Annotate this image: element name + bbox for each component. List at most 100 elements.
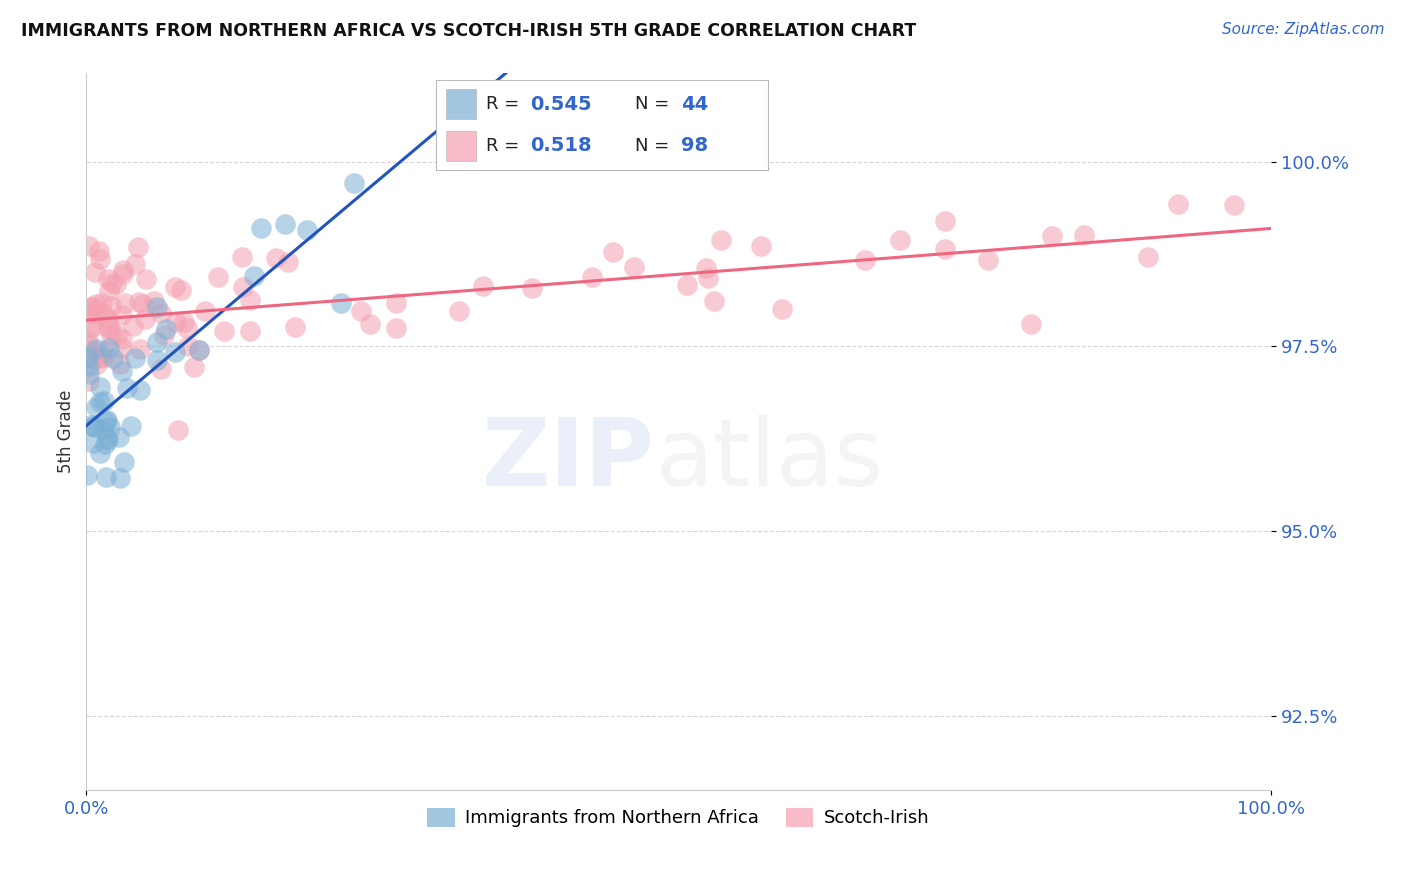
Point — [86, 307, 108, 321]
Point — [447, 303, 470, 318]
Point — [76, 333, 98, 347]
Point — [104, 277, 127, 291]
Point — [170, 283, 193, 297]
Point — [111, 332, 134, 346]
Point — [87, 244, 110, 258]
Point — [163, 279, 186, 293]
Point — [143, 293, 166, 308]
Point — [83, 351, 105, 365]
Point — [124, 257, 146, 271]
Point — [710, 233, 733, 247]
Point — [120, 418, 142, 433]
Point — [86, 357, 108, 371]
Point — [93, 306, 115, 320]
Point — [112, 455, 135, 469]
Point — [284, 320, 307, 334]
Point — [1021, 317, 1043, 331]
Point — [623, 260, 645, 274]
Point — [89, 380, 111, 394]
Point — [239, 324, 262, 338]
Point — [98, 285, 121, 299]
Point — [90, 351, 112, 365]
Point — [239, 293, 262, 308]
Point — [93, 394, 115, 409]
Point — [80, 300, 103, 314]
Point — [111, 364, 134, 378]
Point — [135, 272, 157, 286]
Legend: Immigrants from Northern Africa, Scotch-Irish: Immigrants from Northern Africa, Scotch-… — [420, 801, 938, 835]
Point — [84, 343, 107, 357]
Point — [581, 270, 603, 285]
Point — [79, 300, 101, 314]
Point — [96, 414, 118, 428]
Point — [101, 277, 124, 291]
Point — [770, 301, 793, 316]
Point — [602, 245, 624, 260]
Point — [1040, 229, 1063, 244]
Point — [177, 339, 200, 353]
Point — [127, 240, 149, 254]
Point — [188, 343, 211, 357]
Point — [76, 343, 98, 358]
Point — [77, 367, 100, 381]
Point — [82, 436, 104, 450]
Point — [359, 317, 381, 331]
Point — [165, 344, 187, 359]
Point — [889, 233, 911, 247]
Point — [89, 252, 111, 266]
Point — [114, 296, 136, 310]
Point — [696, 271, 718, 285]
Point — [146, 300, 169, 314]
Point — [1223, 198, 1246, 212]
Point — [212, 324, 235, 338]
Point — [343, 176, 366, 190]
Point — [1167, 197, 1189, 211]
Point — [100, 299, 122, 313]
Point — [111, 263, 134, 277]
Point — [93, 350, 115, 364]
Point — [82, 419, 104, 434]
Point — [121, 318, 143, 333]
Point — [472, 279, 495, 293]
Point — [77, 306, 100, 320]
Point — [853, 252, 876, 267]
Point — [1073, 228, 1095, 243]
Point — [79, 418, 101, 433]
Point — [146, 334, 169, 349]
Y-axis label: 5th Grade: 5th Grade — [58, 390, 75, 473]
Point — [173, 315, 195, 329]
Point — [124, 351, 146, 366]
Point — [165, 315, 187, 329]
Point — [274, 218, 297, 232]
Point — [188, 343, 211, 357]
Point — [1136, 250, 1159, 264]
Point — [231, 251, 253, 265]
Point — [77, 374, 100, 388]
Text: IMMIGRANTS FROM NORTHERN AFRICA VS SCOTCH-IRISH 5TH GRADE CORRELATION CHART: IMMIGRANTS FROM NORTHERN AFRICA VS SCOTC… — [21, 22, 917, 40]
Point — [977, 252, 1000, 267]
Point — [97, 272, 120, 286]
Point — [243, 268, 266, 283]
Point — [194, 303, 217, 318]
Point — [749, 239, 772, 253]
Point — [84, 296, 107, 310]
Point — [153, 328, 176, 343]
Point — [207, 270, 229, 285]
Point — [150, 362, 173, 376]
Point — [77, 338, 100, 352]
Point — [94, 436, 117, 450]
Point — [77, 238, 100, 252]
Text: Source: ZipAtlas.com: Source: ZipAtlas.com — [1222, 22, 1385, 37]
Point — [277, 255, 299, 269]
Point — [695, 261, 717, 276]
Point — [108, 430, 131, 444]
Point — [83, 420, 105, 434]
Point — [330, 296, 353, 310]
Point — [96, 432, 118, 446]
Point — [98, 321, 121, 335]
Point — [676, 277, 699, 292]
Point — [128, 295, 150, 310]
Point — [703, 293, 725, 308]
Point — [934, 214, 956, 228]
Point — [89, 446, 111, 460]
